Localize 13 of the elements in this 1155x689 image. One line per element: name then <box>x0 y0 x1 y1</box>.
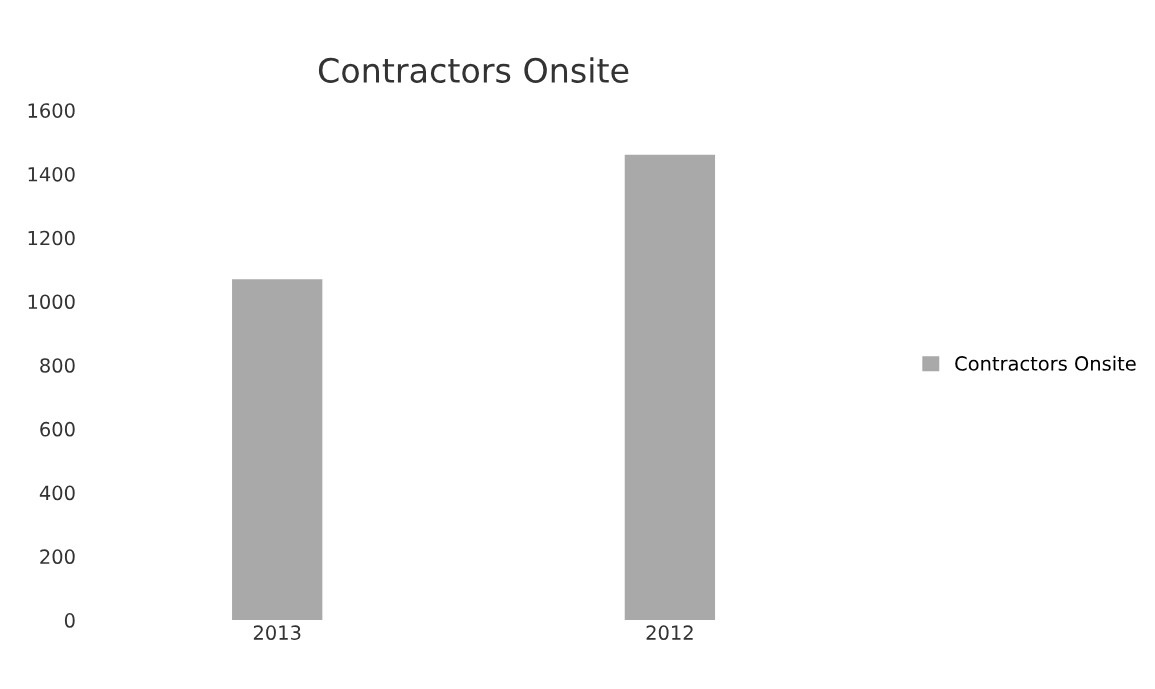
y-tick-label: 600 <box>40 421 75 437</box>
y-tick-label: 1600 <box>28 103 75 118</box>
y-tick-label: 1400 <box>28 166 75 182</box>
y-tick-label: 1000 <box>28 294 75 310</box>
y-tick-label: 800 <box>40 358 75 373</box>
x-tick-label: 2012 <box>646 625 693 641</box>
legend-label: Contractors Onsite <box>955 355 1136 371</box>
y-tick-label: 200 <box>40 549 75 565</box>
chart-title: Contractors Onsite <box>318 57 629 83</box>
y-tick-label: 0 <box>64 613 75 628</box>
y-tick-label: 1200 <box>28 230 75 246</box>
y-tick-label: 400 <box>39 485 75 501</box>
x-tick-label: 2013 <box>253 625 301 641</box>
